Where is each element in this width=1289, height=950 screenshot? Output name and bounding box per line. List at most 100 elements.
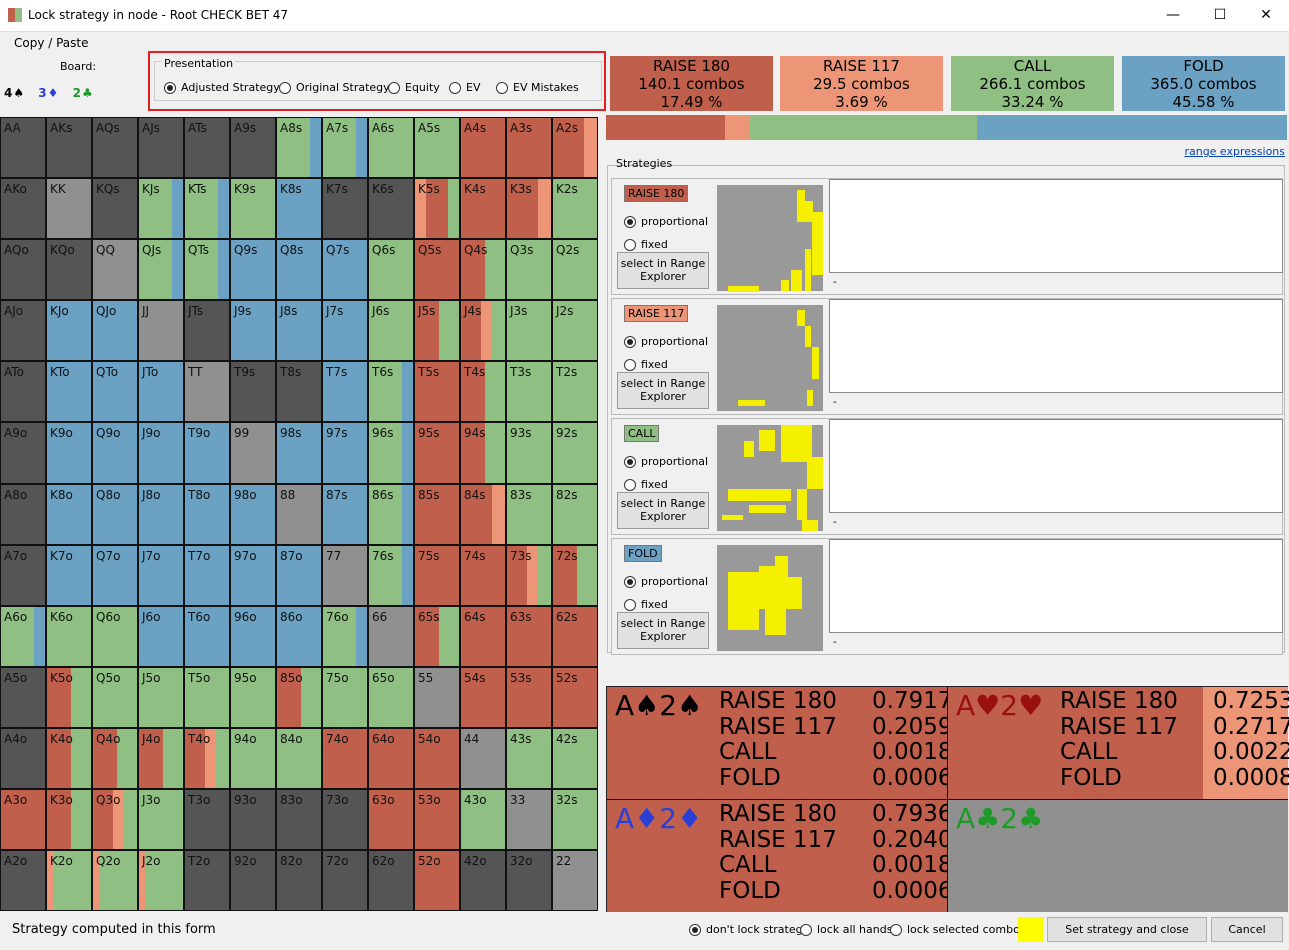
- hand-cell[interactable]: 74s: [460, 544, 506, 606]
- radio-dont-lock[interactable]: don't lock strategy: [689, 923, 809, 936]
- hand-cell[interactable]: J2s: [552, 300, 598, 362]
- hand-cell[interactable]: K6s: [368, 178, 414, 240]
- hand-cell[interactable]: A2o: [0, 850, 46, 912]
- hand-cell[interactable]: 55: [414, 666, 460, 728]
- hand-cell[interactable]: 96s: [368, 422, 414, 484]
- hand-cell[interactable]: 43o: [460, 789, 506, 851]
- hand-cell[interactable]: 99: [230, 422, 276, 484]
- hand-cell[interactable]: T9s: [230, 361, 276, 423]
- hand-cell[interactable]: J4s: [460, 300, 506, 362]
- hand-cell[interactable]: 64o: [368, 727, 414, 790]
- hand-cell[interactable]: K9s: [230, 178, 276, 240]
- hand-cell[interactable]: J6o: [138, 605, 184, 667]
- hand-cell[interactable]: 88: [276, 483, 322, 545]
- hand-cell[interactable]: 98o: [230, 483, 276, 545]
- hand-cell[interactable]: J2o: [138, 850, 184, 912]
- hand-cell[interactable]: A9s: [230, 117, 276, 179]
- radio-proportional[interactable]: proportional: [624, 455, 708, 468]
- hand-cell[interactable]: 82o: [276, 850, 322, 912]
- hand-cell[interactable]: 83s: [506, 483, 552, 545]
- select-in-range-explorer-button[interactable]: select in Range Explorer: [617, 372, 709, 409]
- select-in-range-explorer-button[interactable]: select in Range Explorer: [617, 612, 709, 649]
- hand-cell[interactable]: T2o: [184, 850, 230, 912]
- hand-cell[interactable]: KQs: [92, 178, 138, 240]
- hand-cell[interactable]: QQ: [92, 239, 138, 301]
- hand-cell[interactable]: Q4s: [460, 239, 506, 301]
- hand-cell[interactable]: 92s: [552, 422, 598, 484]
- hand-cell[interactable]: A8o: [0, 483, 46, 545]
- hand-cell[interactable]: 65o: [368, 666, 414, 728]
- hand-cell[interactable]: J9s: [230, 300, 276, 362]
- hand-cell[interactable]: 75s: [414, 544, 460, 606]
- hand-cell[interactable]: KJs: [138, 178, 184, 240]
- hand-cell[interactable]: A2s: [552, 117, 598, 179]
- hand-cell[interactable]: 93s: [506, 422, 552, 484]
- radio-proportional[interactable]: proportional: [624, 215, 708, 228]
- hand-cell[interactable]: 85o: [276, 666, 322, 728]
- hand-cell[interactable]: 72s: [552, 544, 598, 606]
- hand-cell[interactable]: T9o: [184, 422, 230, 484]
- hand-cell[interactable]: KTo: [46, 361, 92, 423]
- hand-cell[interactable]: K2o: [46, 850, 92, 912]
- hand-cell[interactable]: AKs: [46, 117, 92, 179]
- hand-cell[interactable]: K7o: [46, 544, 92, 606]
- hand-cell[interactable]: 84s: [460, 483, 506, 545]
- hand-cell[interactable]: 85s: [414, 483, 460, 545]
- hand-cell[interactable]: J4o: [138, 727, 184, 790]
- hand-cell[interactable]: K8s: [276, 178, 322, 240]
- radio-fixed[interactable]: fixed: [624, 238, 668, 251]
- hand-cell[interactable]: AKo: [0, 178, 46, 240]
- hand-cell[interactable]: Q8o: [92, 483, 138, 545]
- hand-cell[interactable]: T8o: [184, 483, 230, 545]
- hand-cell[interactable]: A7s: [322, 117, 368, 179]
- hand-cell[interactable]: KTs: [184, 178, 230, 240]
- hand-cell[interactable]: T7s: [322, 361, 368, 423]
- hand-cell[interactable]: A7o: [0, 544, 46, 606]
- highlight-color-swatch[interactable]: [1018, 917, 1044, 942]
- select-in-range-explorer-button[interactable]: select in Range Explorer: [617, 252, 709, 289]
- hand-cell[interactable]: T5o: [184, 666, 230, 728]
- hand-cell[interactable]: 94o: [230, 727, 276, 790]
- minimize-button[interactable]: —: [1166, 7, 1180, 23]
- hand-cell[interactable]: Q9s: [230, 239, 276, 301]
- hand-cell[interactable]: 76s: [368, 544, 414, 606]
- radio-lock-selected[interactable]: lock selected combos: [890, 923, 1026, 936]
- hand-cell[interactable]: QTo: [92, 361, 138, 423]
- radio-proportional[interactable]: proportional: [624, 335, 708, 348]
- hand-cell[interactable]: ATs: [184, 117, 230, 179]
- radio-proportional[interactable]: proportional: [624, 575, 708, 588]
- radio-original-strategy[interactable]: Original Strategy: [279, 81, 390, 94]
- hand-cell[interactable]: KK: [46, 178, 92, 240]
- hand-cell[interactable]: K5s: [414, 178, 460, 240]
- hand-cell[interactable]: K5o: [46, 666, 92, 728]
- hand-cell[interactable]: Q2o: [92, 850, 138, 912]
- maximize-button[interactable]: ☐: [1213, 7, 1227, 23]
- radio-equity[interactable]: Equity: [388, 81, 440, 94]
- hand-cell[interactable]: T4s: [460, 361, 506, 423]
- hand-cell[interactable]: 98s: [276, 422, 322, 484]
- hand-cell[interactable]: ATo: [0, 361, 46, 423]
- hand-cell[interactable]: A5o: [0, 666, 46, 728]
- hand-cell[interactable]: 77: [322, 544, 368, 606]
- hand-cell[interactable]: 62o: [368, 850, 414, 912]
- hand-cell[interactable]: K8o: [46, 483, 92, 545]
- hand-cell[interactable]: Q6o: [92, 605, 138, 667]
- hand-cell[interactable]: A3s: [506, 117, 552, 179]
- hand-cell[interactable]: A9o: [0, 422, 46, 484]
- hand-cell[interactable]: AQs: [92, 117, 138, 179]
- hand-cell[interactable]: 95o: [230, 666, 276, 728]
- hand-cell[interactable]: 73o: [322, 789, 368, 851]
- hand-cell[interactable]: Q2s: [552, 239, 598, 301]
- hand-cell[interactable]: 42o: [460, 850, 506, 912]
- hand-cell[interactable]: 63o: [368, 789, 414, 851]
- hand-cell[interactable]: 83o: [276, 789, 322, 851]
- hand-cell[interactable]: QJs: [138, 239, 184, 301]
- hand-cell[interactable]: 86o: [276, 605, 322, 667]
- hand-cell[interactable]: 87o: [276, 544, 322, 606]
- hand-cell[interactable]: T6o: [184, 605, 230, 667]
- hand-cell[interactable]: J6s: [368, 300, 414, 362]
- range-expressions-link[interactable]: range expressions: [1184, 145, 1285, 158]
- hand-cell[interactable]: AJs: [138, 117, 184, 179]
- strategy-text-box[interactable]: [829, 419, 1283, 513]
- hand-cell[interactable]: 87s: [322, 483, 368, 545]
